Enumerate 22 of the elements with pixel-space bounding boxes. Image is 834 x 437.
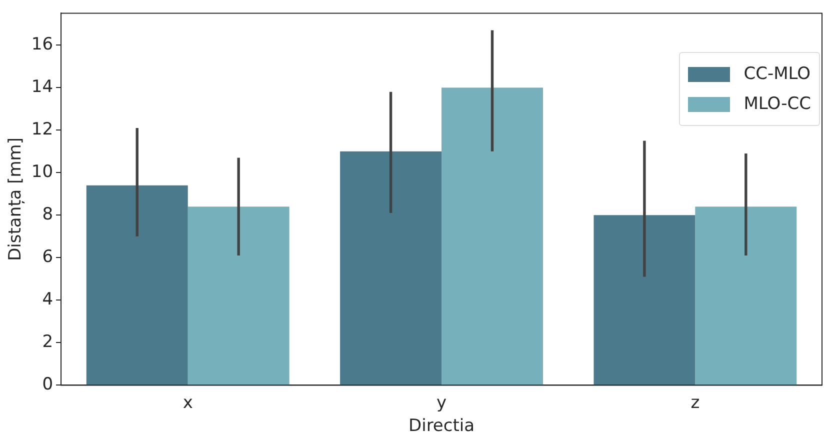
y-tick-label: 10 (31, 162, 54, 182)
legend-label: CC-MLO (744, 64, 811, 84)
bar (594, 215, 696, 385)
bar (695, 206, 797, 385)
y-tick-label: 6 (42, 247, 54, 268)
bar (340, 151, 442, 385)
y-tick-label: 0 (42, 374, 54, 395)
x-tick-label: z (690, 392, 700, 413)
x-axis-title: Directia (408, 416, 475, 436)
y-tick-label: 14 (31, 77, 54, 98)
y-tick-label: 12 (31, 120, 54, 140)
bar (188, 206, 290, 385)
bar (86, 185, 188, 385)
y-tick-label: 16 (31, 34, 54, 55)
y-tick-label: 4 (42, 290, 54, 310)
x-tick-label: x (182, 392, 193, 413)
legend-label: MLO-CC (744, 94, 811, 114)
y-tick-label: 8 (42, 204, 54, 225)
y-axis-title: Distanța [mm] (6, 137, 26, 261)
bar (442, 88, 543, 385)
y-tick-label: 2 (42, 332, 54, 352)
x-tick-label: y (436, 392, 447, 413)
